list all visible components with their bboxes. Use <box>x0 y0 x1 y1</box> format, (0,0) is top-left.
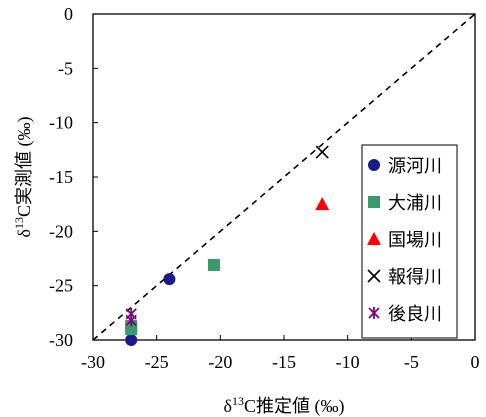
data-point-s0-p0 <box>125 334 138 346</box>
y-tick-label: 0 <box>64 4 73 24</box>
data-point-s3-p0 <box>315 145 329 159</box>
legend-label-0: 源河川 <box>388 156 442 176</box>
x-tick-label: -10 <box>336 352 360 372</box>
x-tick-label: -20 <box>208 352 232 372</box>
data-point-s1-p2 <box>207 259 220 272</box>
one-to-one-reference-line <box>92 13 476 341</box>
legend-label-1: 大浦川 <box>388 193 442 213</box>
data-point-s1-p1 <box>125 323 138 336</box>
plot-area: -30 -25 -20 -15 -10 -5 0 0 -5 -10 -15 -20 -25 -30 <box>49 4 480 372</box>
y-tick-label: -5 <box>58 58 73 78</box>
data-point-s4-p1 <box>125 314 137 327</box>
y-tick-label: -10 <box>49 113 73 133</box>
x-tick-label: -15 <box>272 352 296 372</box>
legend-marker-1 <box>368 196 380 208</box>
legend-marker-2 <box>367 232 381 245</box>
x-tick-label: 0 <box>471 352 480 372</box>
x-axis-title: δ13C推定値 (‰) <box>224 394 345 417</box>
y-tick-label: -30 <box>49 330 73 350</box>
y-tick-label: -15 <box>49 167 73 187</box>
axis-ticks: -30 -25 -20 -15 -10 -5 0 0 -5 -10 -15 -20 -25 -30 <box>49 4 480 372</box>
y-tick-label: -20 <box>49 221 73 241</box>
legend-label-4: 後良川 <box>388 304 442 324</box>
data-point-s2-p0 <box>315 197 330 211</box>
x-tick-label: -5 <box>404 352 419 372</box>
legend-label-2: 国場川 <box>388 230 442 250</box>
legend-label-3: 報得川 <box>388 267 442 287</box>
x-tick-label: -30 <box>81 352 105 372</box>
y-tick-label: -25 <box>49 276 73 296</box>
legend-marker-0 <box>368 159 380 171</box>
x-tick-label: -25 <box>145 352 169 372</box>
data-points <box>125 145 330 346</box>
legend-marker-3 <box>367 269 381 283</box>
y-axis-title: δ13C実測値 (‰) <box>12 117 35 238</box>
data-point-s0-p1 <box>163 273 176 286</box>
legend-marker-4 <box>368 307 380 319</box>
